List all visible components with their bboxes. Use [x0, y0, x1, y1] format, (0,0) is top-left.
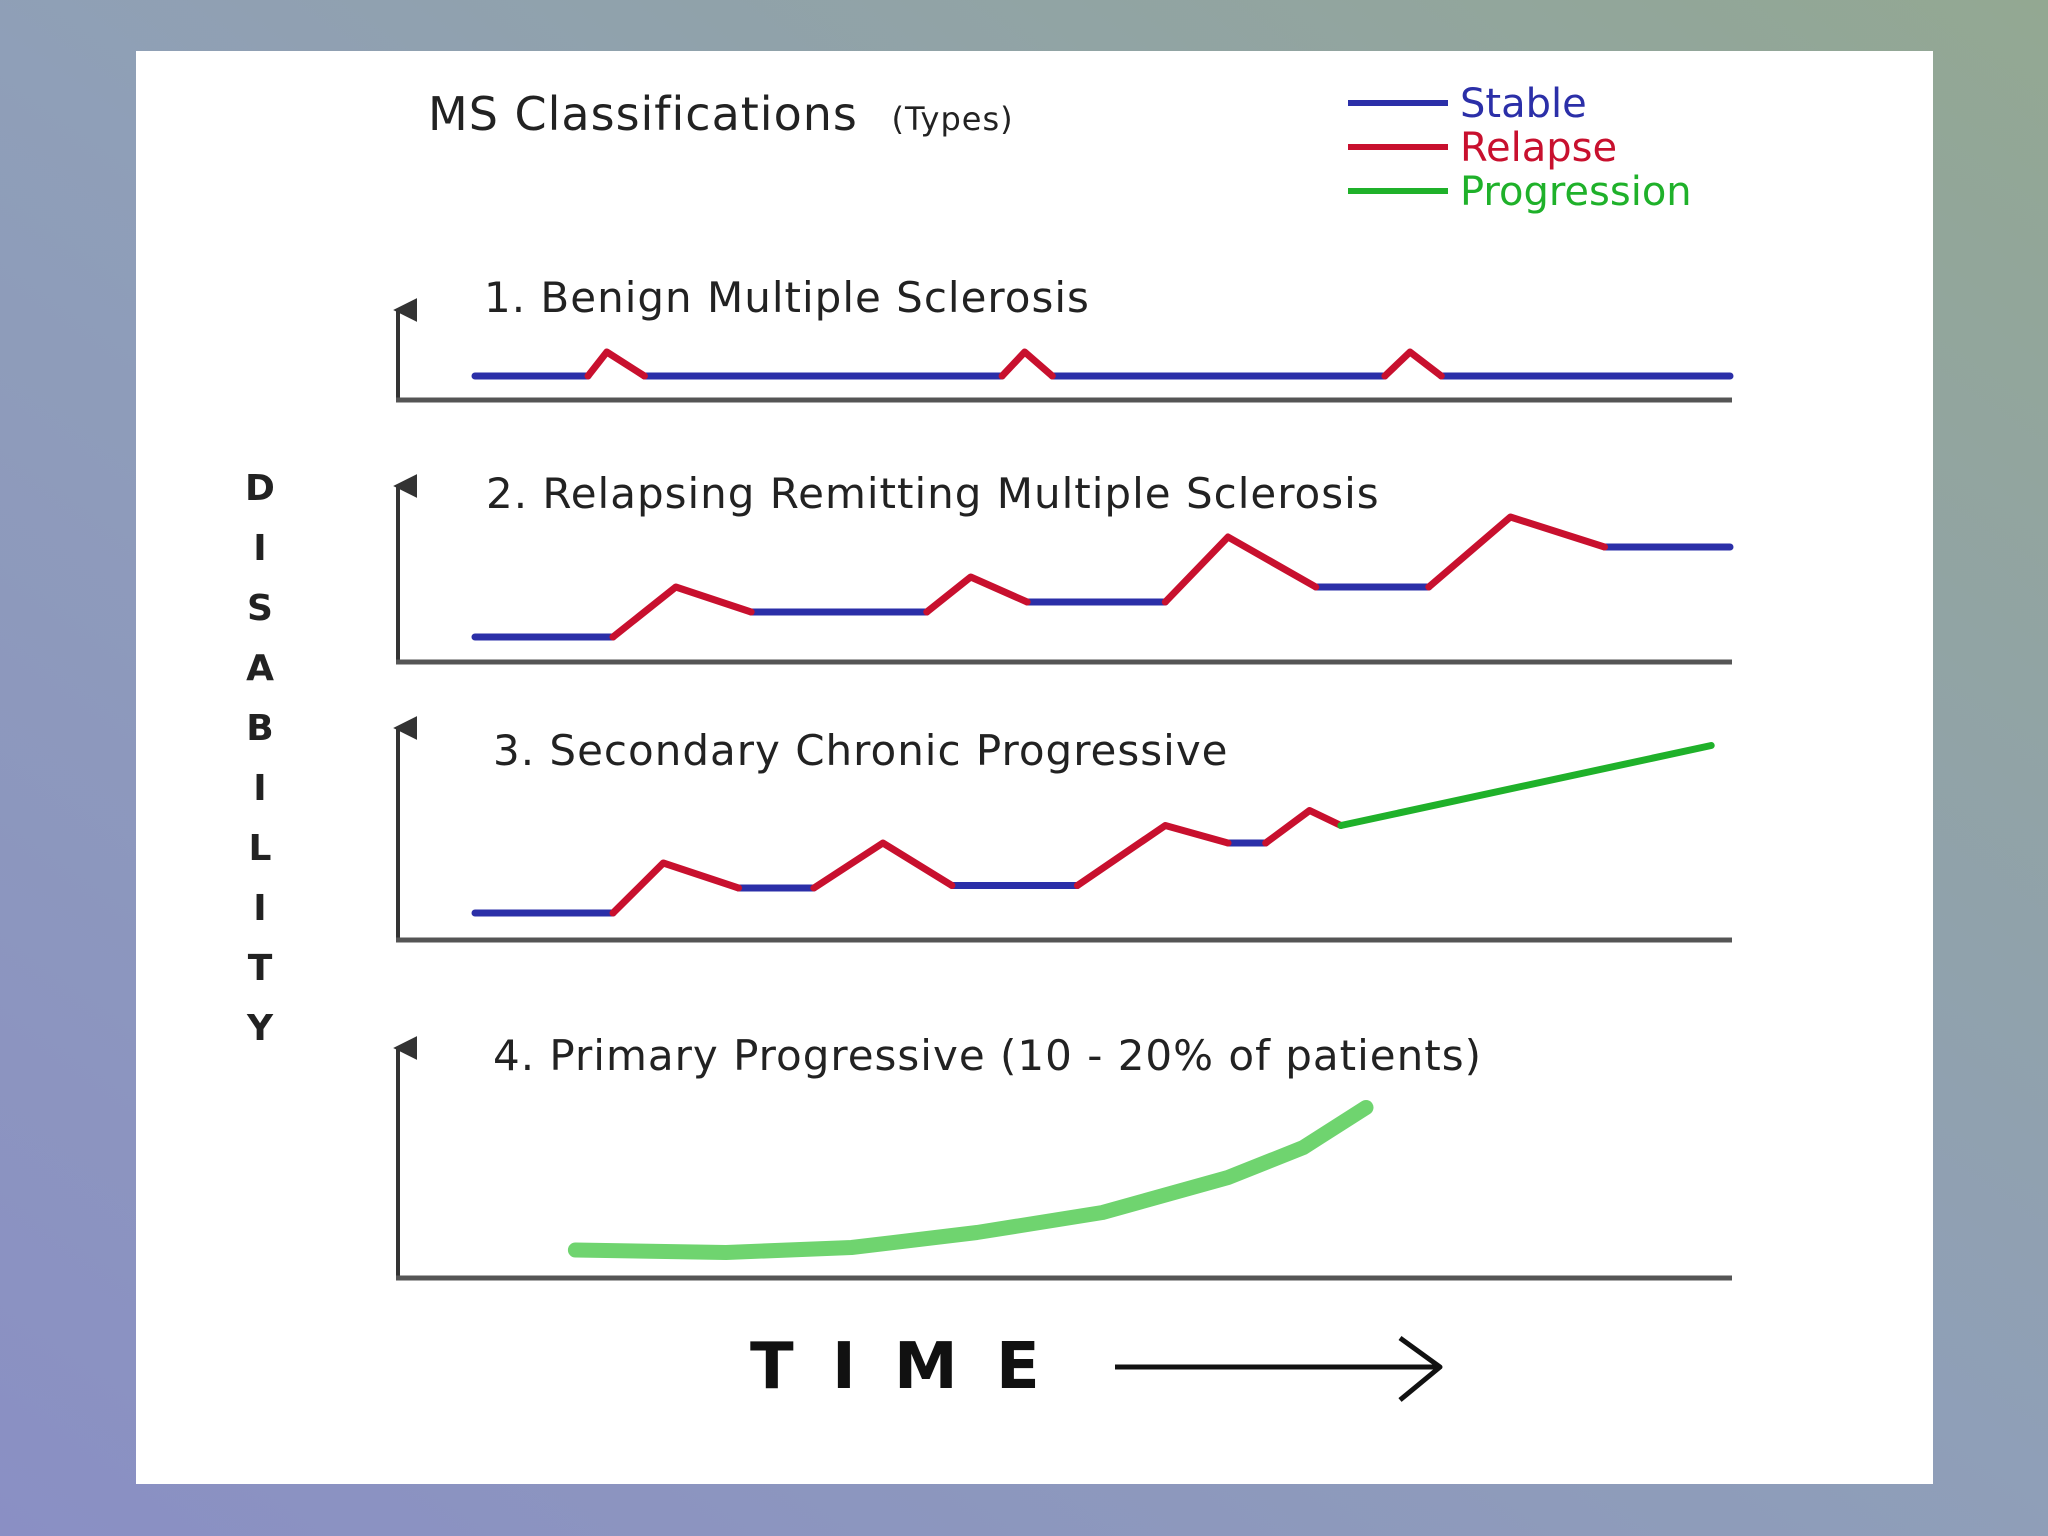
series-progression: [1337, 742, 1715, 829]
y-axis-letter: L: [249, 828, 272, 869]
y-axis-letter: S: [247, 588, 273, 629]
progression-segment: [567, 1100, 1374, 1260]
panel-2: 2. Relapsing Remitting Multiple Sclerosi…: [393, 469, 1734, 665]
relapse-segment: [810, 839, 956, 892]
progression-segment: [1337, 742, 1715, 829]
relapse-segment: [609, 859, 742, 917]
relapse-segment: [1073, 822, 1232, 889]
legend-item-stable: Stable: [1348, 81, 1587, 127]
y-axis-letter: B: [246, 708, 273, 749]
x-axis-label: T I M E: [750, 1330, 1048, 1404]
y-axis-letter: I: [253, 768, 266, 809]
relapse-segment: [1425, 513, 1608, 591]
y-axis-letter: A: [246, 648, 274, 689]
panel-title: 4. Primary Progressive (10 - 20% of pati…: [493, 1031, 1482, 1080]
legend-label: Progression: [1460, 169, 1692, 215]
relapse-segment: [1381, 348, 1445, 380]
panel-title: 1. Benign Multiple Sclerosis: [484, 273, 1090, 322]
relapse-segment: [1161, 533, 1320, 606]
panel-title: 2. Relapsing Remitting Multiple Sclerosi…: [486, 469, 1380, 518]
chart-panels: 1. Benign Multiple Sclerosis 2. Relapsing…: [393, 273, 1734, 1281]
series-relapse: [609, 807, 1345, 917]
y-axis-letter: D: [245, 468, 275, 509]
chart-title-suffix: (Types): [891, 100, 1013, 138]
time-arrow: [1115, 1335, 1443, 1402]
legend-item-progression: Progression: [1348, 169, 1692, 215]
y-axis-letter: Y: [246, 1008, 274, 1049]
series-relapse: [584, 348, 1445, 380]
relapse-segment: [609, 583, 755, 641]
slide-card: [136, 51, 1933, 1484]
series-relapse: [609, 513, 1608, 641]
y-axis-letter: I: [253, 528, 266, 569]
panel-3: 3. Secondary Chronic Progressive: [393, 716, 1732, 943]
panel-4: 4. Primary Progressive (10 - 20% of pati…: [393, 1031, 1732, 1281]
series-stable: [471, 543, 1734, 641]
chart-title-main: MS Classifications: [428, 87, 858, 141]
legend-label: Relapse: [1460, 125, 1617, 171]
relapse-segment: [584, 348, 648, 380]
series-stable: [471, 839, 1270, 917]
relapse-segment: [1262, 807, 1345, 847]
relapse-segment: [998, 348, 1056, 380]
panel-title: 3. Secondary Chronic Progressive: [493, 726, 1229, 775]
legend-label: Stable: [1460, 81, 1587, 127]
series-progression: [567, 1100, 1374, 1260]
chart-title: MS Classifications (Types): [428, 87, 1014, 141]
legend-item-relapse: Relapse: [1348, 125, 1617, 171]
panel-1: 1. Benign Multiple Sclerosis: [393, 273, 1734, 403]
relapse-segment: [923, 573, 1031, 616]
y-axis-letter: T: [248, 948, 273, 989]
y-axis-letter: I: [253, 888, 266, 929]
